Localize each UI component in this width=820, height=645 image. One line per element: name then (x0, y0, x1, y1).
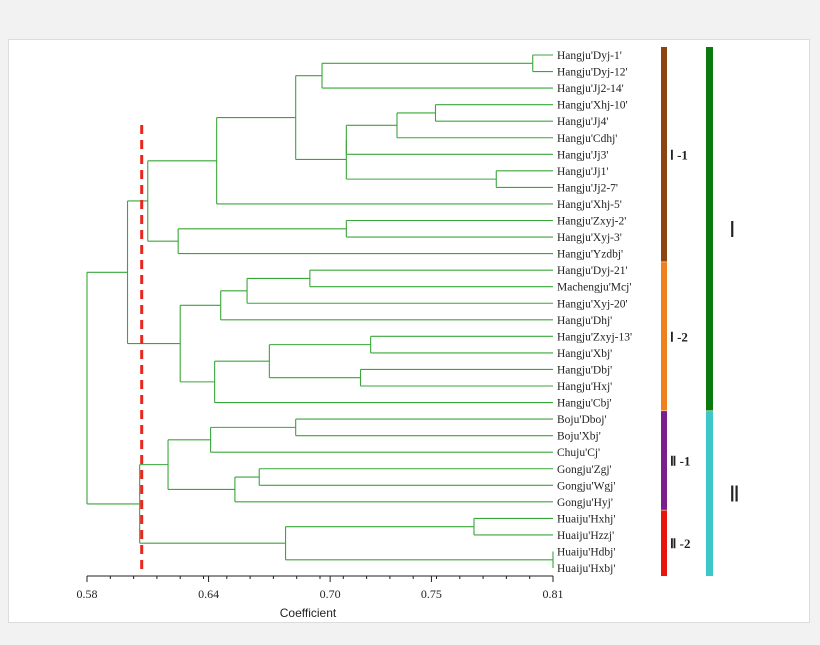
group-bar-1 (706, 411, 713, 577)
x-axis: 0.58 0.64 0.70 0.75 0.81 (77, 575, 564, 601)
subgroup-label-2: Ⅱ -1 (670, 453, 690, 468)
leaf-label-29: Huaiju'Hzzj' (557, 530, 614, 542)
group-label-0: Ⅰ (729, 217, 736, 242)
subgroup-bar-0 (661, 47, 667, 262)
leaf-label-27: Gongju'Hyj' (557, 497, 613, 509)
leaf-label-8: Hangju'Jj2-7' (557, 182, 618, 194)
leaf-label-17: Hangju'Zxyj-13' (557, 331, 632, 343)
leaf-label-1: Hangju'Dyj-12' (557, 67, 628, 79)
x-tick-label-3: 0.75 (421, 587, 442, 601)
subgroup-label-3: Ⅱ -2 (670, 536, 690, 551)
leaf-label-20: Hangju'Hxj' (557, 381, 612, 393)
leaf-label-12: Hangju'Yzdbj' (557, 249, 623, 261)
group-bar-0 (706, 47, 713, 411)
subgroup-bar-3 (661, 510, 667, 577)
group-bars: ⅠⅡ (706, 47, 740, 577)
leaf-label-4: Hangju'Jj4' (557, 116, 608, 128)
dendrogram-branches (86, 54, 554, 569)
x-tick-label-2: 0.70 (320, 587, 341, 601)
leaf-label-21: Hangju'Cbj' (557, 398, 612, 410)
subgroup-label-1: Ⅰ -2 (670, 329, 688, 344)
leaf-label-25: Gongju'Zgj' (557, 464, 612, 476)
leaf-label-9: Hangju'Xhj-5' (557, 199, 622, 211)
leaf-label-22: Boju'Dboj' (557, 414, 607, 426)
leaf-label-0: Hangju'Dyj-1' (557, 50, 622, 62)
leaf-label-23: Boju'Xbj' (557, 431, 601, 443)
leaf-label-16: Hangju'Dhj' (557, 315, 612, 327)
subgroup-label-0: Ⅰ -1 (670, 147, 688, 162)
leaf-label-5: Hangju'Cdhj' (557, 133, 617, 145)
x-axis-label: Coefficient (280, 606, 337, 620)
leaf-label-2: Hangju'Jj2-14' (557, 83, 624, 95)
leaf-label-18: Hangju'Xbj' (557, 348, 612, 360)
group-label-1: Ⅱ (729, 482, 740, 507)
leaf-label-13: Hangju'Dyj-21' (557, 265, 628, 277)
leaf-label-7: Hangju'Jj1' (557, 166, 608, 178)
subgroup-bars: Ⅰ -1 Ⅰ -2 Ⅱ -1 Ⅱ -2 (661, 47, 690, 577)
leaf-label-11: Hangju'Xyj-3' (557, 232, 622, 244)
leaf-label-10: Hangju'Zxyj-2' (557, 216, 626, 228)
leaf-label-19: Hangju'Dbj' (557, 364, 612, 376)
leaf-label-30: Huaiju'Hdbj' (557, 547, 615, 559)
x-tick-label-1: 0.64 (198, 587, 219, 601)
leaf-label-15: Hangju'Xyj-20' (557, 298, 628, 310)
subgroup-bar-1 (661, 262, 667, 411)
subgroup-bar-2 (661, 411, 667, 510)
x-tick-label-4: 0.81 (543, 587, 564, 601)
leaf-labels: Hangju'Dyj-1' Hangju'Dyj-12' Hangju'Jj2-14… (557, 50, 632, 575)
leaf-label-31: Huaiju'Hxbj' (557, 563, 615, 575)
x-tick-label-0: 0.58 (77, 587, 98, 601)
figure-frame (8, 39, 810, 623)
leaf-label-6: Hangju'Jj3' (557, 149, 608, 161)
leaf-label-3: Hangju'Xhj-10' (557, 100, 628, 112)
leaf-label-24: Chuju'Cj' (557, 447, 600, 459)
leaf-label-28: Huaiju'Hxhj' (557, 513, 615, 525)
leaf-label-14: Machengju'Mcj' (557, 282, 631, 294)
leaf-label-26: Gongju'Wgj' (557, 480, 615, 492)
